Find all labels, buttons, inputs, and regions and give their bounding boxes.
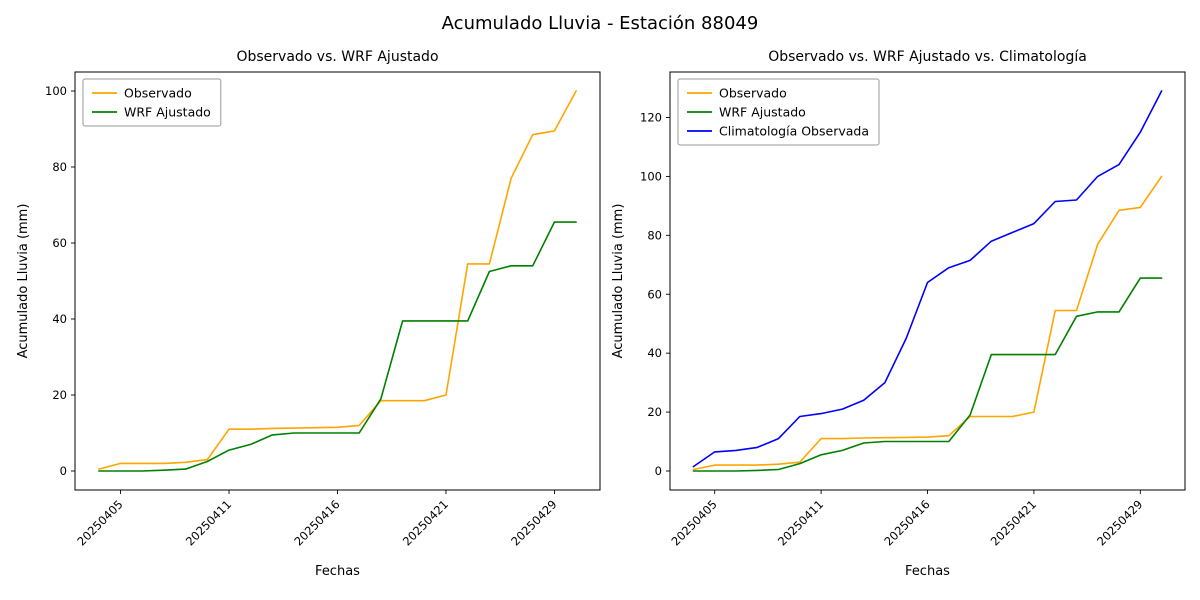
y-axis-label: Acumulado Lluvia (mm) <box>611 204 626 359</box>
x-tick-label: 20250416 <box>291 497 342 548</box>
series-line-climatologia-observada <box>692 90 1163 468</box>
x-axis-label: Fechas <box>315 564 360 579</box>
series-line-observado <box>98 90 577 470</box>
series-line-observado <box>692 175 1163 471</box>
y-tick-label: 20 <box>647 405 662 419</box>
x-tick-label: 20250429 <box>1094 497 1145 548</box>
legend: Observado WRF Ajustado <box>82 78 222 127</box>
y-tick-label: 0 <box>60 464 67 478</box>
x-tick-label: 20250421 <box>988 497 1039 548</box>
y-tick-label: 60 <box>647 287 662 301</box>
legend-label-wrf-ajustado: WRF Ajustado <box>124 105 211 120</box>
y-tick-label: 80 <box>52 160 67 174</box>
x-tick-label: 20250429 <box>508 497 559 548</box>
x-tick-label: 20250405 <box>74 497 125 548</box>
series-line-wrf-ajustado <box>692 277 1163 472</box>
x-axis-label: Fechas <box>905 564 950 579</box>
subplot-left: 0 20 40 60 80 100 20250405 20250411 20250416 2025… <box>16 49 601 579</box>
legend-label-wrf-ajustado: WRF Ajustado <box>719 105 806 120</box>
y-tick-label: 100 <box>45 84 67 98</box>
series-line-wrf-ajustado <box>98 221 577 472</box>
y-tick-label: 40 <box>52 312 67 326</box>
legend: Observado WRF Ajustado Climatología Observ… <box>677 78 880 146</box>
axes-frame <box>74 71 601 491</box>
legend-label-climatologia-observada: Climatología Observada <box>719 124 869 139</box>
legend-box <box>677 78 880 146</box>
x-tick-label: 20250405 <box>669 497 720 548</box>
y-tick-label: 80 <box>647 228 662 242</box>
y-tick-label: 120 <box>640 111 662 125</box>
y-tick-label: 20 <box>52 388 67 402</box>
x-tick-label: 20250421 <box>400 497 451 548</box>
subplot-title: Observado vs. WRF Ajustado vs. Climatolo… <box>768 49 1087 65</box>
x-tick-label: 20250411 <box>775 497 826 548</box>
subplot-title: Observado vs. WRF Ajustado <box>236 49 438 65</box>
x-tick-label: 20250416 <box>881 497 932 548</box>
x-tick-label: 20250411 <box>183 497 234 548</box>
y-tick-label: 40 <box>647 346 662 360</box>
y-tick-label: 60 <box>52 236 67 250</box>
y-tick-label: 100 <box>640 169 662 183</box>
legend-box <box>82 78 222 127</box>
y-axis-label: Acumulado Lluvia (mm) <box>16 204 31 359</box>
axes-frame <box>669 71 1186 491</box>
legend-label-observado: Observado <box>719 86 787 101</box>
figure-suptitle: Acumulado Lluvia - Estación 88049 <box>441 13 759 34</box>
legend-label-observado: Observado <box>124 86 192 101</box>
subplot-right: 0 20 40 60 80 100 120 20250405 20250411 20250416 2… <box>611 49 1186 579</box>
y-tick-label: 0 <box>655 464 662 478</box>
